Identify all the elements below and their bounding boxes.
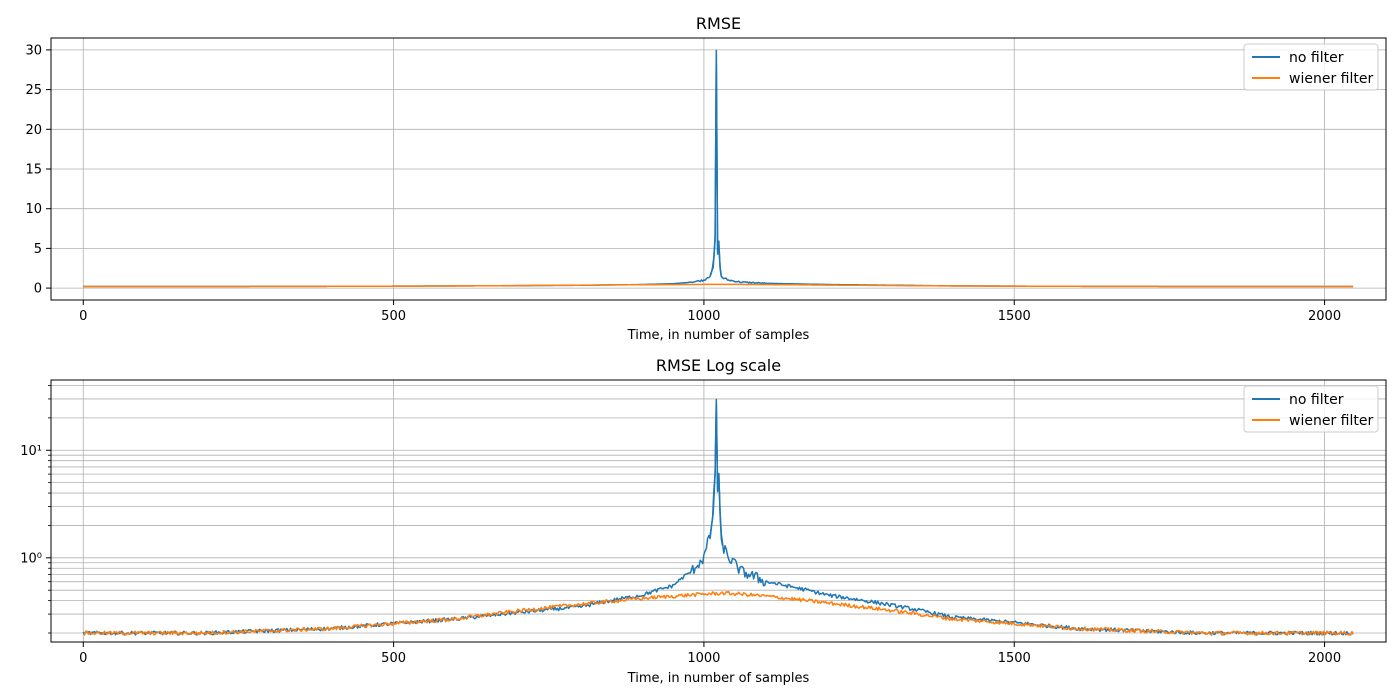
x-tick-label: 1000 <box>687 309 720 324</box>
x-tick-label: 500 <box>381 309 406 324</box>
series-peak-no-filter <box>709 49 724 279</box>
y-tick-label: 10⁰ <box>20 551 42 566</box>
chart-title: RMSE <box>696 14 741 33</box>
series-peak-no-filter <box>709 398 724 546</box>
y-tick-label: 10 <box>25 202 42 217</box>
series-line-wiener-filter <box>83 590 1354 636</box>
legend-label-no-filter: no filter <box>1289 50 1344 66</box>
y-tick-label: 5 <box>34 242 42 257</box>
x-tick-label: 1500 <box>998 651 1031 666</box>
y-tick-label: 30 <box>25 43 42 58</box>
legend: no filter wiener filter <box>1243 43 1379 91</box>
x-tick-label: 0 <box>79 651 87 666</box>
legend-label-wiener-filter: wiener filter <box>1289 413 1373 429</box>
x-tick-label: 0 <box>79 309 87 324</box>
x-axis-label: Time, in number of samples <box>627 328 810 343</box>
y-tick-label: 0 <box>34 282 42 297</box>
x-tick-label: 2000 <box>1308 309 1341 324</box>
x-tick-label: 500 <box>381 651 406 666</box>
x-axis-label: Time, in number of samples <box>627 671 810 686</box>
plot-frame <box>50 379 1387 643</box>
x-tick-label: 2000 <box>1308 651 1341 666</box>
y-tick-label: 20 <box>25 123 42 138</box>
chart-panel-log: 0 500 1000 1500 2000 10⁰ 10¹ RMSE Log scale Ti… <box>20 356 1387 686</box>
chart-title: RMSE Log scale <box>656 356 781 375</box>
legend: no filter wiener filter <box>1243 385 1379 433</box>
x-tick-label: 1500 <box>998 309 1031 324</box>
chart-panel-linear: 0 500 1000 1500 2000 0 5 10 15 20 25 30 RMSE Time, … <box>25 14 1387 343</box>
legend-label-no-filter: no filter <box>1289 392 1344 408</box>
y-tick-label: 10¹ <box>20 444 42 459</box>
x-tick-label: 1000 <box>687 651 720 666</box>
y-tick-label: 15 <box>25 163 42 178</box>
y-tick-label: 25 <box>25 83 42 98</box>
series-line-wiener-filter <box>83 283 1354 288</box>
legend-label-wiener-filter: wiener filter <box>1289 71 1373 87</box>
